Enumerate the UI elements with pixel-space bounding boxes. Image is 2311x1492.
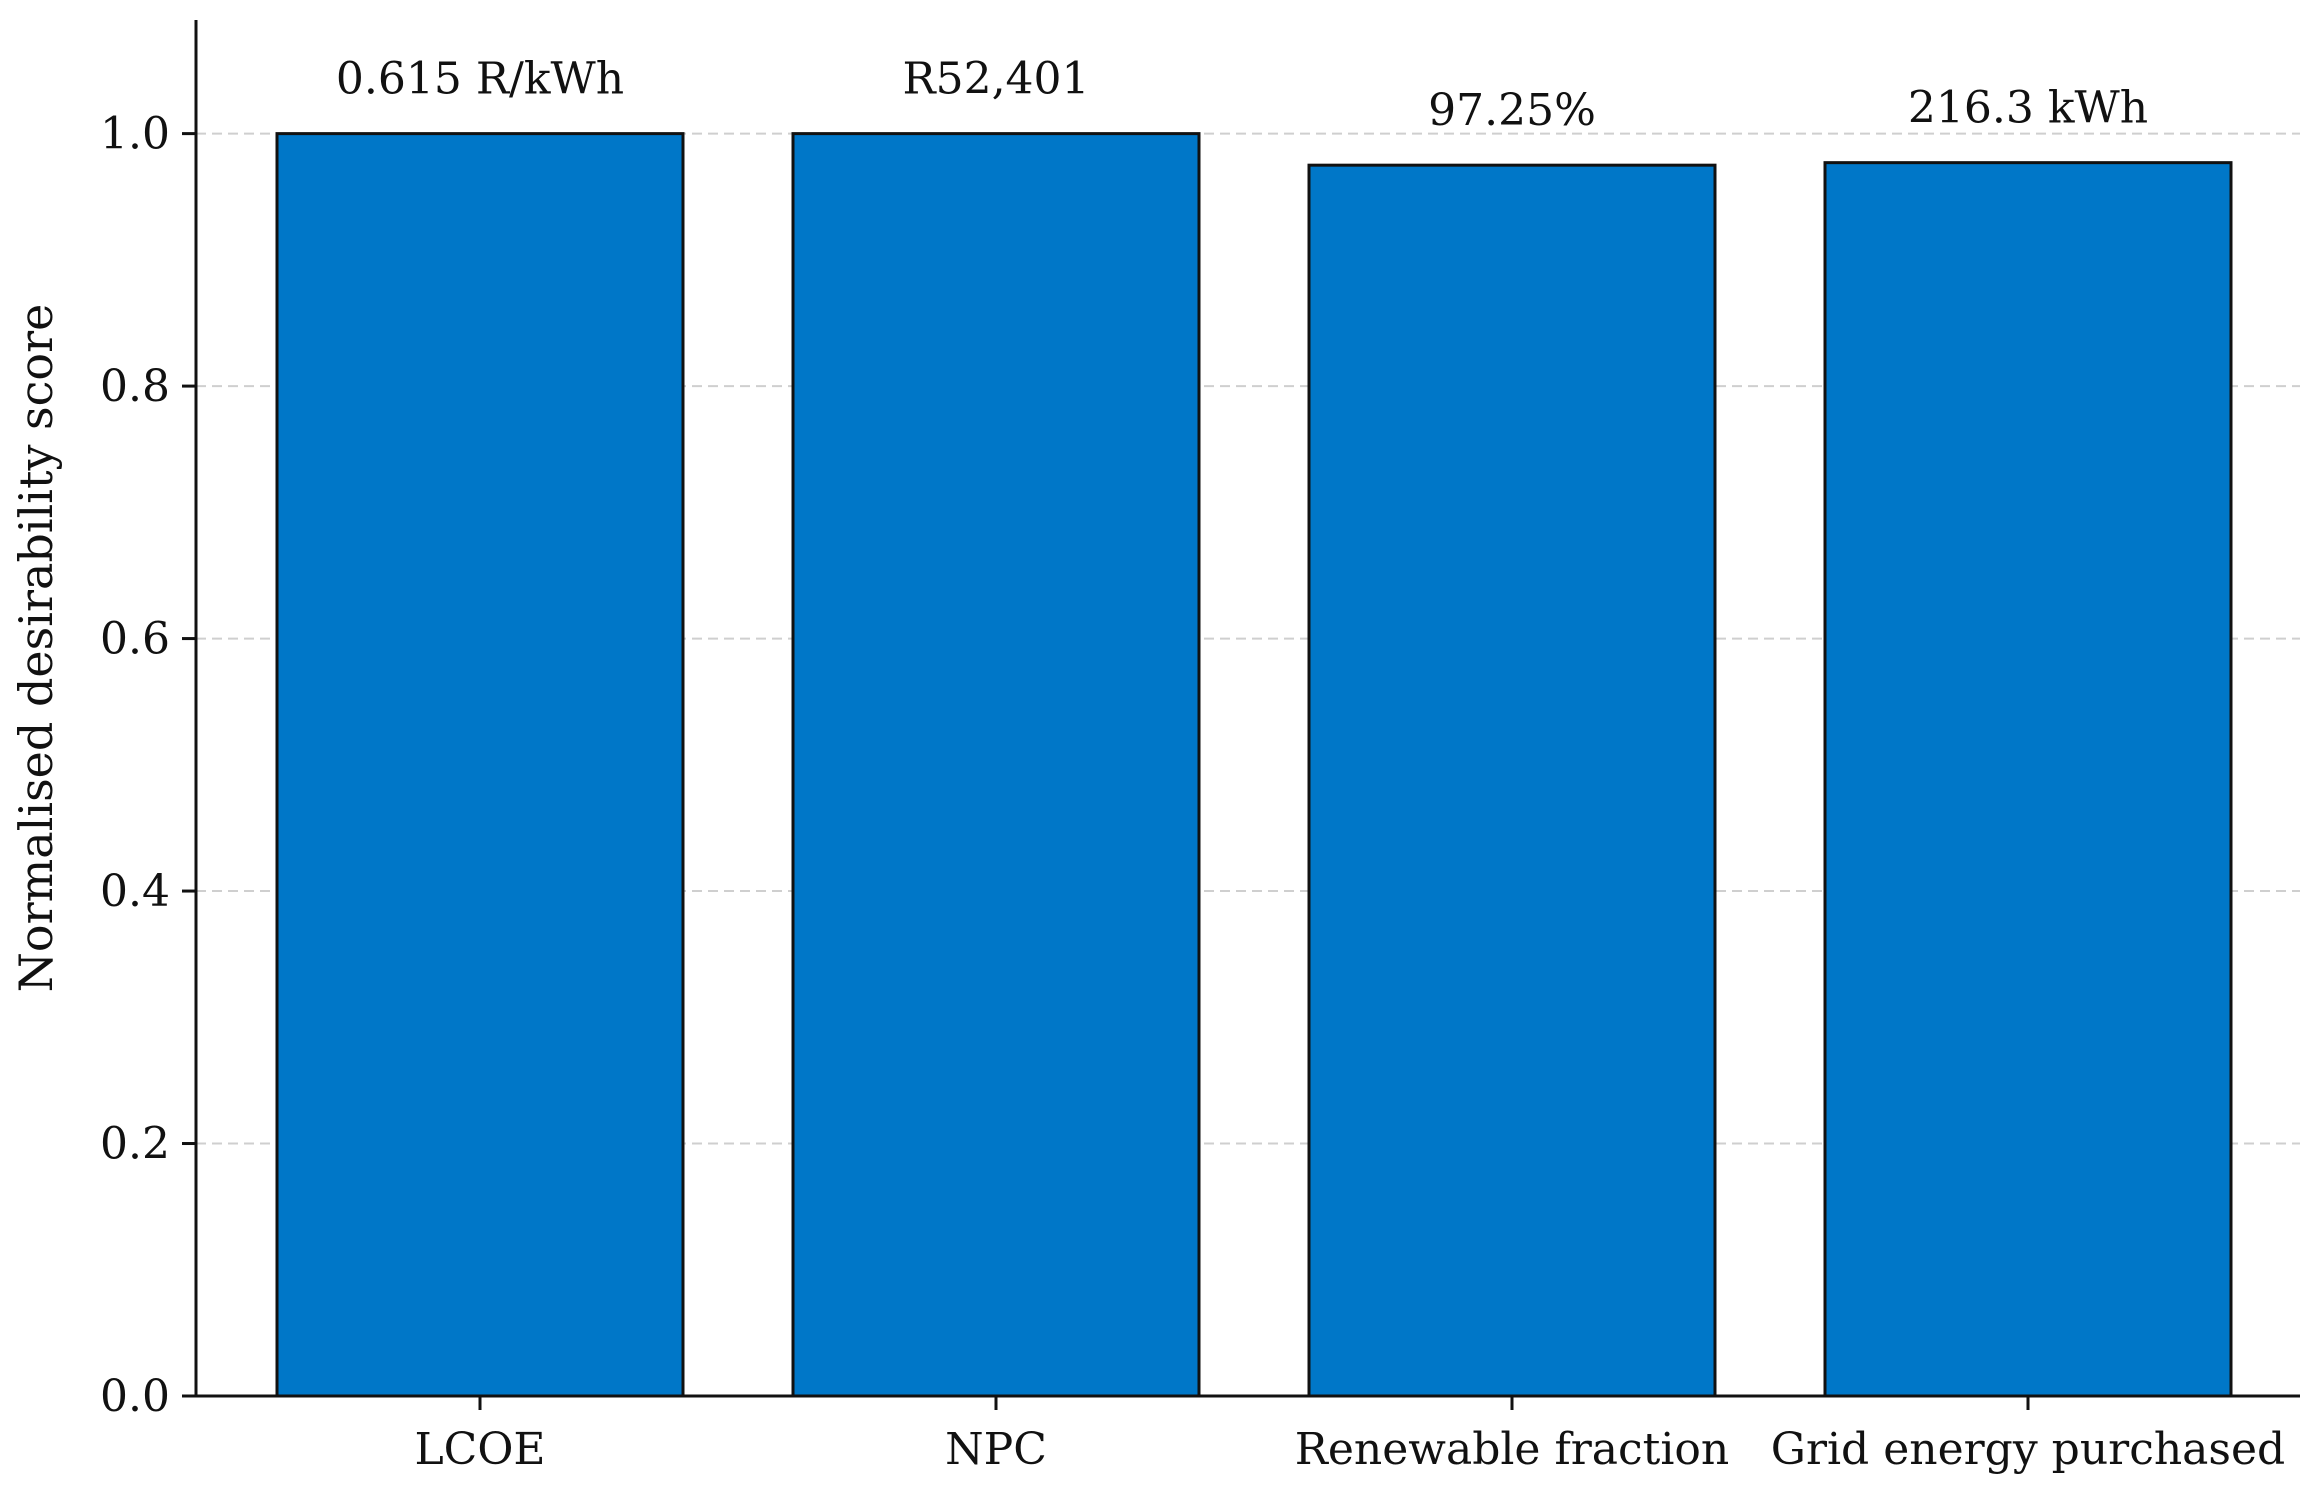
- y-tick-label: 0.2: [100, 1119, 170, 1170]
- data-label: 97.25%: [1428, 85, 1596, 136]
- y-tick-label: 0.0: [100, 1371, 170, 1422]
- y-tick-label: 1.0: [100, 109, 170, 160]
- bar: [791, 132, 1201, 1398]
- y-tick-label: 0.4: [100, 866, 170, 917]
- y-tick-label: 0.8: [100, 361, 170, 412]
- bars-layer: [275, 132, 2233, 1398]
- bar: [275, 132, 685, 1398]
- x-tick-label: NPC: [945, 1424, 1047, 1475]
- data-label: R52,401: [902, 54, 1089, 105]
- data-label: 0.615 R/kWh: [336, 54, 624, 105]
- bar: [1307, 163, 1717, 1398]
- ticks-layer: 0.0 0.2 0.4 0.6 0.8 1.0: [100, 109, 2030, 1422]
- x-tick-label: Renewable fraction: [1295, 1424, 1729, 1475]
- y-axis-title: Normalised desirability score: [9, 304, 63, 993]
- axes-layer: [194, 20, 2300, 1398]
- bar: [1823, 161, 2233, 1398]
- x-tick-label: Grid energy purchased: [1771, 1424, 2285, 1475]
- labels-layer: LCOE 0.615 R/kWh NPC R52,401 Renewable fract…: [336, 54, 2285, 1475]
- data-label: 216.3 kWh: [1908, 83, 2148, 134]
- y-tick-label: 0.6: [100, 614, 170, 665]
- x-tick-label: LCOE: [414, 1424, 545, 1475]
